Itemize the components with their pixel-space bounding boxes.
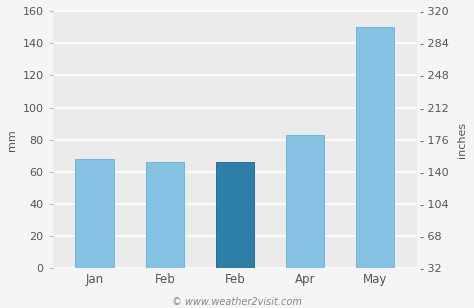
Y-axis label: mm: mm — [7, 129, 17, 151]
Bar — [216, 162, 254, 269]
Bar — [146, 162, 184, 269]
Bar — [356, 27, 394, 269]
Bar — [75, 159, 114, 269]
Bar — [286, 135, 324, 269]
Y-axis label: inches: inches — [457, 122, 467, 158]
Text: © www.weather2visit.com: © www.weather2visit.com — [172, 297, 302, 307]
